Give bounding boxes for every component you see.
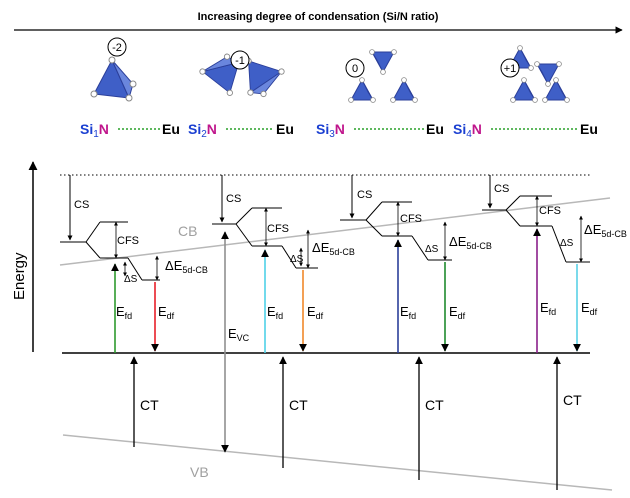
charge-label: -1 xyxy=(235,55,245,67)
svg-text:CS: CS xyxy=(226,193,241,205)
header-title: Increasing degree of condensation (Si/N … xyxy=(198,11,439,23)
svg-text:CFS: CFS xyxy=(539,205,561,217)
vb-label: VB xyxy=(190,464,209,480)
svg-text:Eu: Eu xyxy=(276,121,294,137)
svg-text:Edf: Edf xyxy=(158,304,175,321)
svg-text:Si2N: Si2N xyxy=(188,121,217,140)
svg-text:Edf: Edf xyxy=(307,304,324,321)
svg-text:ΔS: ΔS xyxy=(425,244,439,255)
svg-text:ΔS: ΔS xyxy=(290,254,304,265)
structure-si4n: +1 xyxy=(500,45,570,103)
site-3: CS CFS ΔS ΔE5d-CB Efd Edf xyxy=(340,175,492,353)
cb-edge xyxy=(59,197,611,266)
charge-circle xyxy=(345,58,365,78)
energy-label: Energy xyxy=(11,252,28,300)
svg-text:CT: CT xyxy=(425,397,444,413)
svg-text:Eu: Eu xyxy=(426,121,444,137)
charge-circle xyxy=(230,50,250,70)
cb-label: CB xyxy=(178,223,197,239)
charge-circle xyxy=(500,58,520,78)
site-1: CS CFS ΔS ΔE5d-CB Efd Edf xyxy=(60,175,208,353)
svg-text:Si1N: Si1N xyxy=(80,121,109,140)
evc-arrow: EVC xyxy=(221,231,250,453)
charge-label: -2 xyxy=(112,42,122,54)
svg-text:ΔE5d-CB: ΔE5d-CB xyxy=(449,234,492,251)
svg-text:ΔE5d-CB: ΔE5d-CB xyxy=(312,240,355,257)
formula-1: Si1N Eu xyxy=(80,121,180,140)
svg-text:CFS: CFS xyxy=(400,213,422,225)
svg-text:ΔE5d-CB: ΔE5d-CB xyxy=(165,258,208,275)
structure-si2n: -1 xyxy=(196,49,289,100)
formula-3: Si3N Eu xyxy=(316,121,444,140)
svg-text:Eu: Eu xyxy=(580,121,598,137)
ct-arrows: CT CT CT CT xyxy=(130,356,582,490)
site-4: CS CFS ΔS ΔE5d-CB Efd Edf xyxy=(482,175,627,353)
formula-4: Si4N Eu xyxy=(453,121,598,140)
site-2: CS CFS ΔS ΔE5d-CB Efd Edf xyxy=(212,175,355,353)
structure-si1n: -2 xyxy=(90,37,137,102)
vb-edge xyxy=(62,434,613,491)
charge-label: +1 xyxy=(504,63,517,75)
svg-text:CFS: CFS xyxy=(117,235,139,247)
svg-text:ΔS: ΔS xyxy=(124,274,138,285)
svg-text:CT: CT xyxy=(289,397,308,413)
svg-text:CS: CS xyxy=(74,199,89,211)
svg-text:Si4N: Si4N xyxy=(453,121,482,140)
svg-text:CS: CS xyxy=(357,189,372,201)
formula-2: Si2N Eu xyxy=(188,121,294,140)
svg-text:Edf: Edf xyxy=(449,304,466,321)
svg-text:Efd: Efd xyxy=(400,304,416,321)
svg-text:Eu: Eu xyxy=(162,121,180,137)
structure-si3n: 0 xyxy=(345,49,418,103)
svg-text:CS: CS xyxy=(494,183,509,195)
charge-label: 0 xyxy=(352,63,358,75)
svg-text:EVC: EVC xyxy=(228,326,250,343)
svg-text:Efd: Efd xyxy=(267,304,283,321)
svg-text:Efd: Efd xyxy=(540,300,556,317)
charge-circle xyxy=(107,37,127,57)
svg-text:Edf: Edf xyxy=(581,300,598,317)
svg-text:CFS: CFS xyxy=(267,223,289,235)
svg-text:Si3N: Si3N xyxy=(316,121,345,140)
svg-text:CT: CT xyxy=(140,397,159,413)
svg-text:ΔS: ΔS xyxy=(560,238,574,249)
svg-text:ΔE5d-CB: ΔE5d-CB xyxy=(584,222,627,239)
svg-text:CT: CT xyxy=(563,392,582,408)
svg-text:Efd: Efd xyxy=(116,304,132,321)
